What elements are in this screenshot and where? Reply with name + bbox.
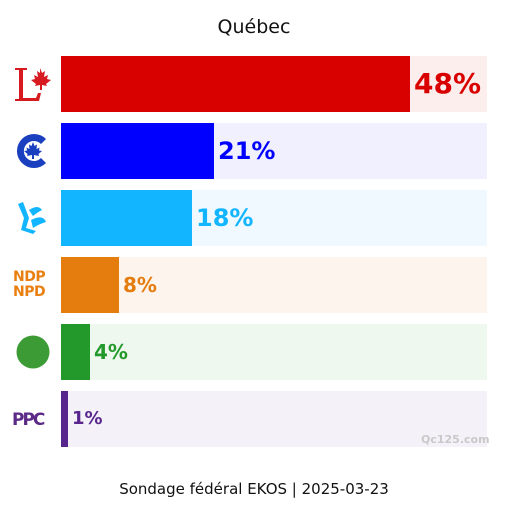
bar-track: 8% — [61, 257, 487, 313]
bar-row: NDP NPD 8% — [0, 257, 508, 313]
bloc-logo-icon — [12, 198, 54, 238]
value-label: 1% — [72, 408, 103, 429]
bar-row: PPC 1% — [0, 391, 508, 447]
ppc-logo-text: PPC — [12, 410, 45, 430]
value-label: 48% — [414, 67, 482, 100]
ppc-logo-icon: PPC — [12, 399, 54, 439]
bar-track: 4% — [61, 324, 487, 380]
ndp-logo-text-bottom: NPD — [13, 284, 46, 300]
green-logo-icon — [12, 332, 54, 372]
bar — [61, 324, 90, 380]
bar — [61, 391, 68, 447]
chart-title: Québec — [217, 16, 291, 38]
value-label: 21% — [218, 137, 276, 165]
bar-row: 48% — [0, 56, 508, 112]
value-label: 4% — [94, 340, 128, 364]
bar-track: 21% — [61, 123, 487, 179]
ndp-logo-text-top: NDP — [13, 269, 46, 285]
liberal-logo-icon — [12, 64, 54, 104]
chart-footer: Sondage fédéral EKOS | 2025-03-23 — [119, 480, 389, 498]
bar-row: 4% — [0, 324, 508, 380]
bar-row: 21% — [0, 123, 508, 179]
value-label: 8% — [123, 273, 157, 297]
bar — [61, 123, 214, 179]
bar — [61, 190, 192, 246]
bar-track: 18% — [61, 190, 487, 246]
bar — [61, 56, 410, 112]
bar-track: 48% — [61, 56, 487, 112]
conservative-logo-icon — [12, 131, 54, 171]
ndp-logo-icon: NDP NPD — [12, 265, 54, 305]
watermark: Qc125.com — [421, 433, 490, 446]
bar-track: 1% — [61, 391, 487, 447]
value-label: 18% — [196, 204, 254, 232]
bar — [61, 257, 119, 313]
bar-row: 18% — [0, 190, 508, 246]
